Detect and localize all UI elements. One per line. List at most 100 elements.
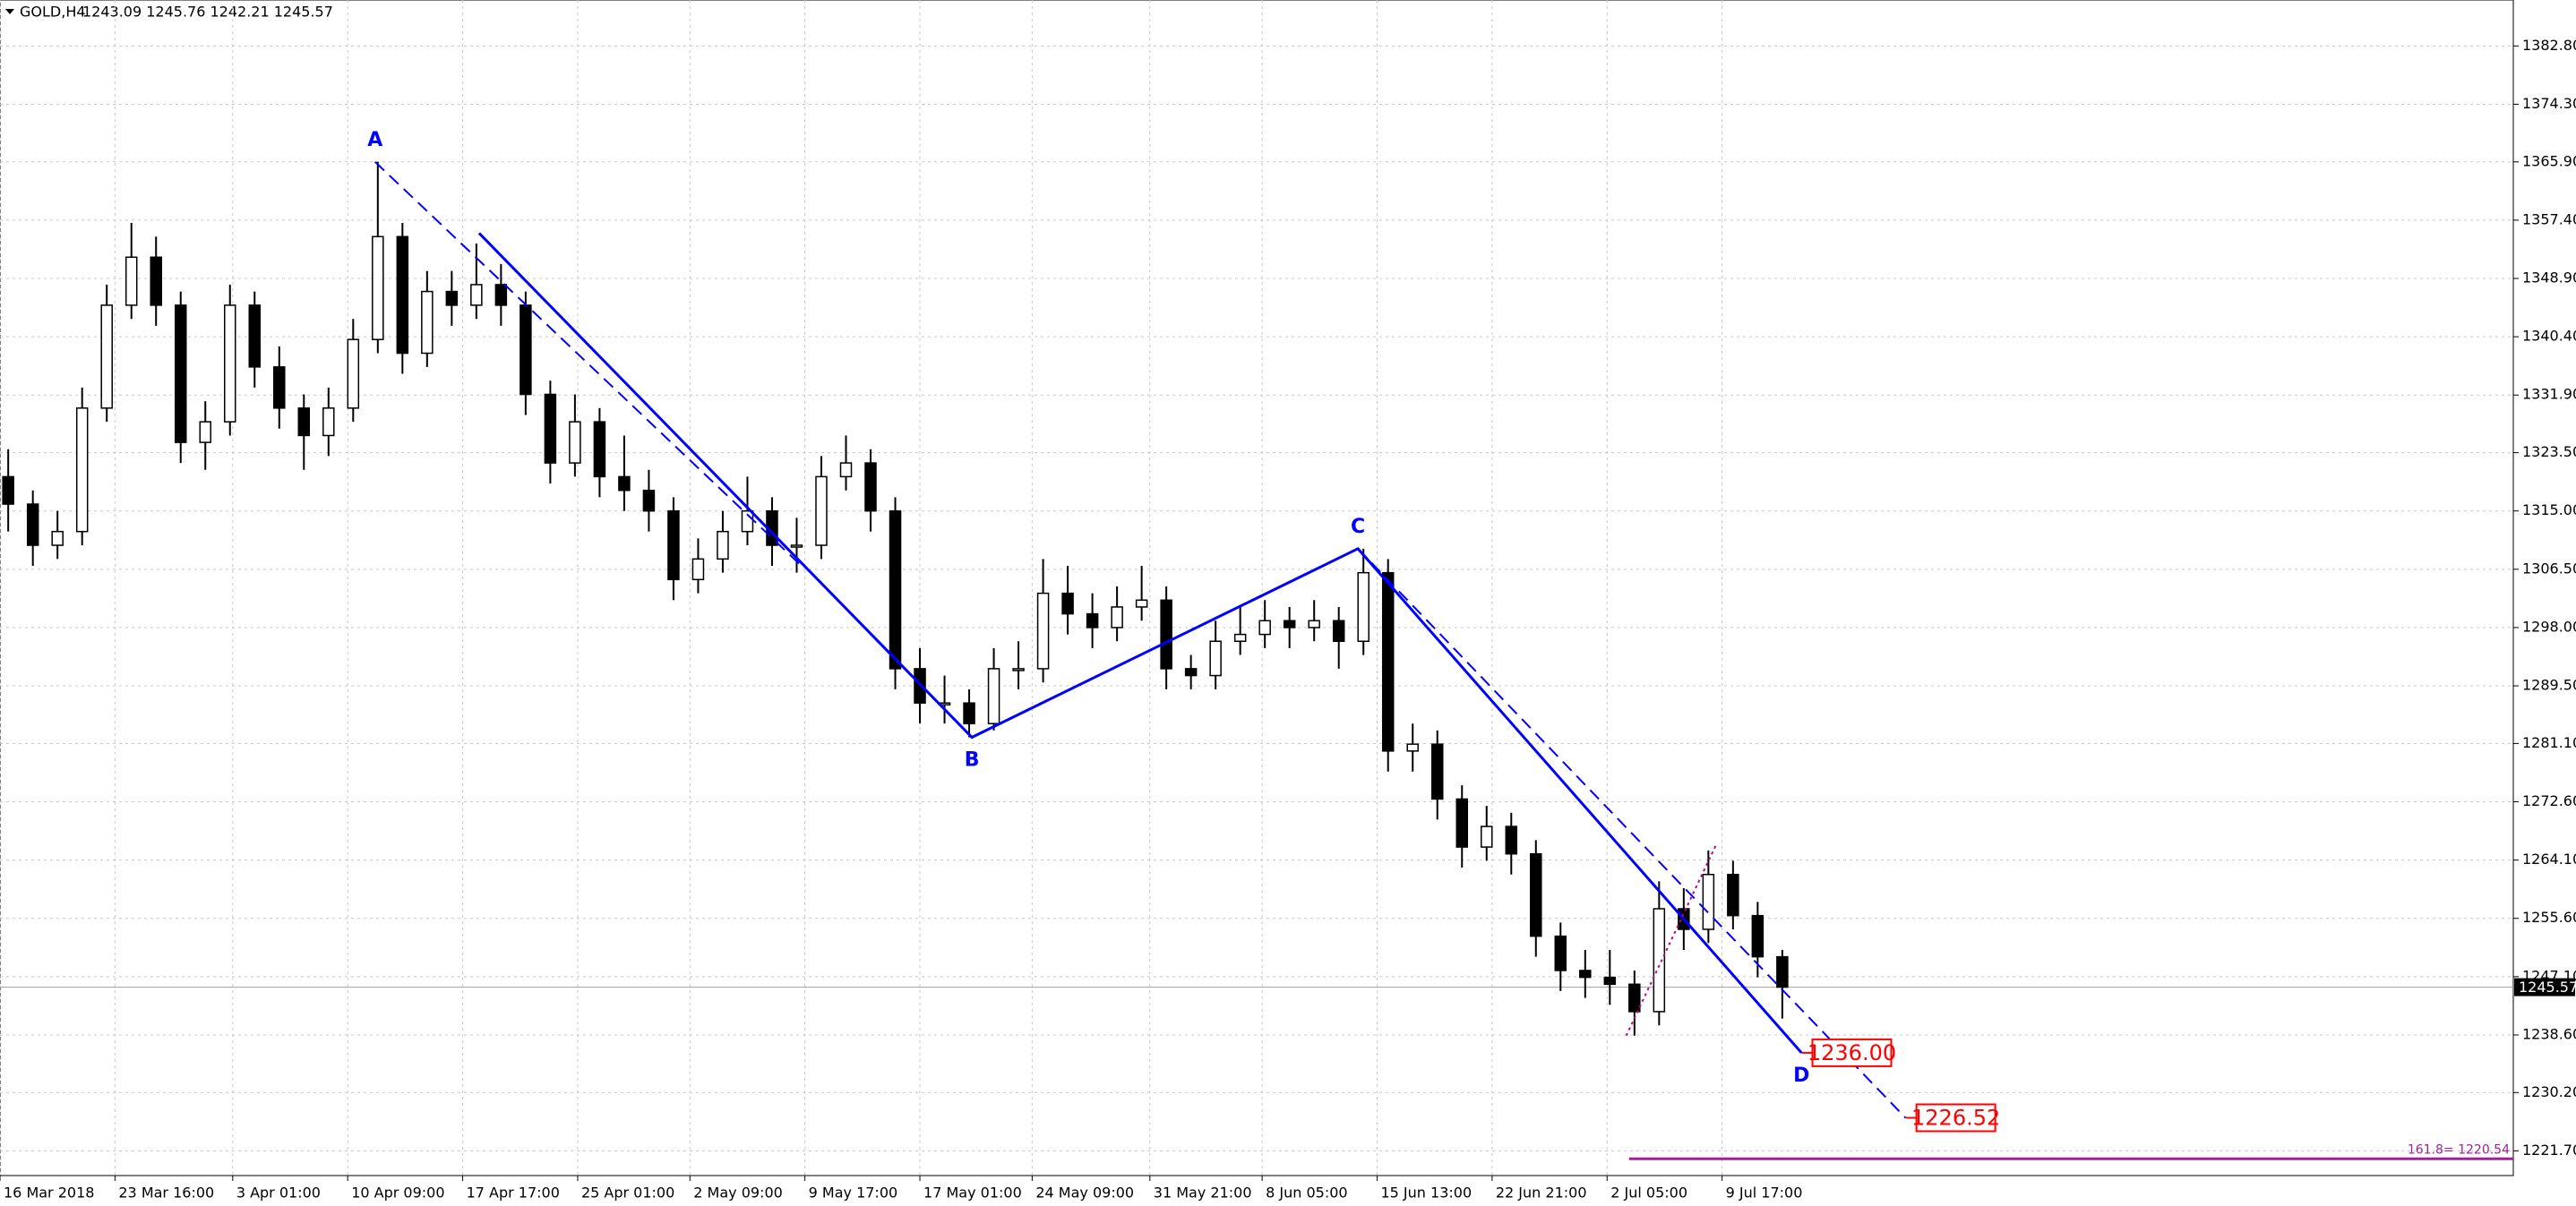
x-tick-label: 17 Apr 17:00	[467, 1185, 560, 1202]
candle-body	[51, 530, 64, 546]
candle-body	[864, 462, 877, 512]
candle-body	[519, 304, 532, 396]
candle-body	[839, 462, 853, 478]
candle-body	[1481, 825, 1493, 848]
candle-body	[1727, 873, 1739, 917]
candle-body	[1628, 983, 1641, 1013]
candle-body	[1653, 908, 1666, 1013]
candle-body	[1554, 935, 1567, 971]
y-tick-label: 1306.50	[2522, 560, 2576, 577]
price-label: 1236.00	[1807, 1040, 1896, 1065]
candle-body	[1332, 620, 1345, 643]
candle-body	[297, 407, 311, 437]
current-price-box	[2514, 978, 2575, 996]
candle-body	[1258, 620, 1271, 636]
pattern-point-label: C	[1351, 516, 1365, 538]
current-price-label: 1245.57	[2519, 979, 2576, 996]
y-tick-label: 1382.80	[2522, 37, 2576, 54]
candle-body	[2, 475, 14, 505]
candle-body	[26, 503, 39, 546]
x-tick-label: 8 Jun 05:00	[1266, 1185, 1347, 1202]
x-tick-label: 23 Mar 16:00	[118, 1185, 214, 1202]
x-tick-label: 3 Apr 01:00	[236, 1185, 321, 1202]
candle-body	[1308, 620, 1320, 629]
candle-body	[593, 421, 606, 478]
candle-body	[815, 475, 828, 546]
price-label: 1226.52	[1911, 1105, 2000, 1130]
candle-body	[1012, 668, 1025, 671]
y-tick-label: 1331.90	[2522, 386, 2576, 403]
x-tick-label: 2 Jul 05:00	[1610, 1185, 1687, 1202]
candle-body	[889, 509, 902, 670]
quote: 1243.09 1245.76 1242.21 1245.57	[82, 4, 333, 21]
candle-body	[248, 304, 262, 368]
x-tick-label: 17 May 01:00	[923, 1185, 1022, 1202]
x-tick-label: 9 Jul 17:00	[1726, 1185, 1803, 1202]
candle-body	[1381, 571, 1395, 752]
candle-body	[691, 558, 705, 581]
y-tick-label: 1348.90	[2522, 269, 2576, 287]
candle-body	[618, 475, 631, 492]
y-tick-label: 1238.60	[2522, 1025, 2576, 1042]
plot-frame	[0, 0, 2514, 1176]
candle-body	[544, 393, 557, 464]
candle-body	[470, 284, 483, 306]
candle-body	[75, 407, 89, 533]
candle-body	[790, 544, 803, 548]
candle-body	[667, 509, 680, 581]
x-tick-label: 9 May 17:00	[809, 1185, 898, 1202]
y-tick-label: 1255.60	[2522, 909, 2576, 926]
pattern-line	[1357, 548, 1907, 1119]
candle-body	[445, 290, 459, 306]
y-tick-label: 1298.00	[2522, 618, 2576, 635]
candle-body	[347, 338, 360, 409]
candle-body	[1603, 976, 1617, 986]
pattern-point-label: D	[1793, 1065, 1809, 1087]
y-tick-label: 1272.60	[2522, 792, 2576, 809]
candle-body	[199, 421, 211, 443]
price-label-box	[1811, 1038, 1893, 1067]
candle-body	[1160, 599, 1172, 670]
x-tick-label: 24 May 09:00	[1035, 1185, 1134, 1202]
pattern-point-label: B	[965, 748, 980, 771]
candle-body	[1036, 592, 1050, 670]
fib-label: 161.8= 1220.54	[2408, 1142, 2510, 1157]
candle-body	[1209, 640, 1222, 677]
candle-body	[1184, 668, 1198, 677]
y-tick-label: 1289.50	[2522, 677, 2576, 694]
candle-body	[1776, 955, 1789, 988]
candle-body	[1505, 825, 1518, 855]
candle-body	[1135, 599, 1148, 608]
x-tick-label: 22 Jun 21:00	[1496, 1185, 1587, 1202]
candle-body	[1530, 852, 1542, 937]
y-tick-label: 1374.30	[2522, 95, 2576, 112]
candle-body	[372, 235, 384, 340]
x-tick-label: 31 May 21:00	[1154, 1185, 1252, 1202]
candle-body	[273, 366, 286, 409]
candle-body	[1430, 743, 1444, 800]
candle-body	[1702, 873, 1715, 930]
candle-body	[569, 421, 581, 464]
x-tick-label: 15 Jun 13:00	[1380, 1185, 1472, 1202]
y-tick-label: 1221.70	[2522, 1142, 2576, 1159]
header-icon	[5, 9, 14, 14]
candle-body	[1283, 620, 1296, 629]
x-tick-label: 25 Apr 01:00	[581, 1185, 674, 1202]
candle-body	[322, 407, 335, 437]
symbol: GOLD,H4	[20, 4, 86, 21]
y-tick-label: 1230.20	[2522, 1083, 2576, 1100]
y-tick-label: 1357.40	[2522, 210, 2576, 227]
candle-body	[1233, 633, 1247, 643]
candle-body	[642, 489, 656, 512]
candle-body	[494, 284, 508, 306]
y-tick-label: 1365.90	[2522, 152, 2576, 169]
candle-body	[1455, 798, 1468, 848]
y-tick-label: 1264.10	[2522, 851, 2576, 868]
candle-body	[1751, 914, 1765, 958]
candle-body	[1086, 612, 1099, 629]
candle-body	[224, 304, 236, 423]
candle-body	[963, 702, 975, 724]
y-tick-label: 1340.40	[2522, 328, 2576, 345]
pattern-line	[477, 232, 1803, 1054]
